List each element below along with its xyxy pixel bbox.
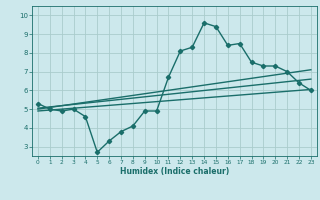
X-axis label: Humidex (Indice chaleur): Humidex (Indice chaleur) [120,167,229,176]
